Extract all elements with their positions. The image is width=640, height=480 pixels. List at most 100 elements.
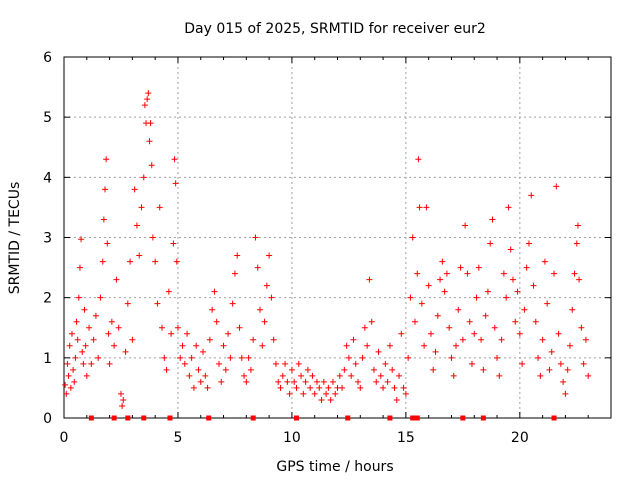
data-point [138, 204, 145, 211]
data-point [173, 258, 180, 265]
data-point [523, 264, 530, 271]
data-point [113, 276, 120, 283]
data-point [291, 378, 298, 385]
data-point [170, 240, 177, 247]
data-point [171, 156, 178, 163]
data-point [323, 390, 330, 397]
data-point [62, 381, 69, 388]
axis-marker [551, 415, 557, 421]
data-point [341, 366, 348, 373]
x-tick-label: 15 [397, 430, 415, 446]
data-point [105, 330, 112, 337]
data-point [423, 204, 430, 211]
data-point [421, 342, 428, 349]
data-point [503, 294, 510, 301]
data-point [172, 180, 179, 187]
data-point [329, 378, 336, 385]
data-point [368, 318, 375, 325]
data-point [573, 240, 580, 247]
data-point [541, 258, 548, 265]
data-point [250, 336, 257, 343]
data-point [432, 348, 439, 355]
y-axis-label: SRMTID / TECUs [7, 182, 23, 295]
data-point [127, 258, 134, 265]
data-point [73, 318, 80, 325]
data-point [473, 294, 480, 301]
data-point [434, 312, 441, 319]
y-tick-label: 4 [43, 170, 52, 186]
data-point [564, 366, 571, 373]
axis-marker [460, 415, 466, 421]
y-tick-label: 0 [43, 411, 52, 427]
data-point [168, 330, 175, 337]
data-point [532, 318, 539, 325]
y-tick-label: 2 [43, 291, 52, 307]
data-point [88, 360, 95, 367]
data-point [286, 390, 293, 397]
data-point [266, 252, 273, 259]
data-point [551, 270, 558, 277]
data-point [400, 384, 407, 391]
data-point [373, 378, 380, 385]
data-point [352, 360, 359, 367]
data-point [382, 360, 389, 367]
data-point [238, 354, 245, 361]
data-point [304, 366, 311, 373]
data-point [104, 240, 111, 247]
data-point [184, 330, 191, 337]
data-point [535, 354, 542, 361]
data-point [204, 384, 211, 391]
data-point [117, 390, 124, 397]
data-point [83, 372, 90, 379]
data-point [95, 354, 102, 361]
data-point [313, 378, 320, 385]
data-point [141, 102, 148, 109]
data-point [560, 378, 567, 385]
data-point [530, 282, 537, 289]
x-tick-label: 5 [173, 430, 182, 446]
data-point [82, 342, 89, 349]
data-point [516, 330, 523, 337]
data-point [311, 390, 318, 397]
data-point [190, 384, 197, 391]
data-point [464, 270, 471, 277]
axis-marker [111, 415, 117, 421]
data-point [427, 330, 434, 337]
axis-marker [480, 415, 486, 421]
data-point [357, 384, 364, 391]
axis-marker [250, 415, 256, 421]
data-point [478, 336, 485, 343]
data-point [336, 372, 343, 379]
data-point [259, 342, 266, 349]
data-point [546, 366, 553, 373]
data-point [174, 324, 181, 331]
data-point [366, 276, 373, 283]
axis-marker [414, 415, 420, 421]
data-point [106, 360, 113, 367]
data-point [496, 372, 503, 379]
data-point [411, 318, 418, 325]
data-point [288, 366, 295, 373]
data-point [245, 354, 252, 361]
data-point [129, 336, 136, 343]
data-point [398, 330, 405, 337]
data-point [578, 324, 585, 331]
data-point [227, 354, 234, 361]
data-point [339, 384, 346, 391]
data-point [241, 372, 248, 379]
data-point [236, 324, 243, 331]
data-point [78, 236, 85, 243]
data-point [275, 378, 282, 385]
data-point [482, 312, 489, 319]
data-point [487, 240, 494, 247]
data-point [343, 342, 350, 349]
data-point [466, 318, 473, 325]
data-point [455, 306, 462, 313]
data-point [72, 354, 79, 361]
data-point [145, 90, 152, 97]
data-point [539, 336, 546, 343]
data-point [320, 378, 327, 385]
data-point [489, 216, 496, 223]
data-point [350, 336, 357, 343]
